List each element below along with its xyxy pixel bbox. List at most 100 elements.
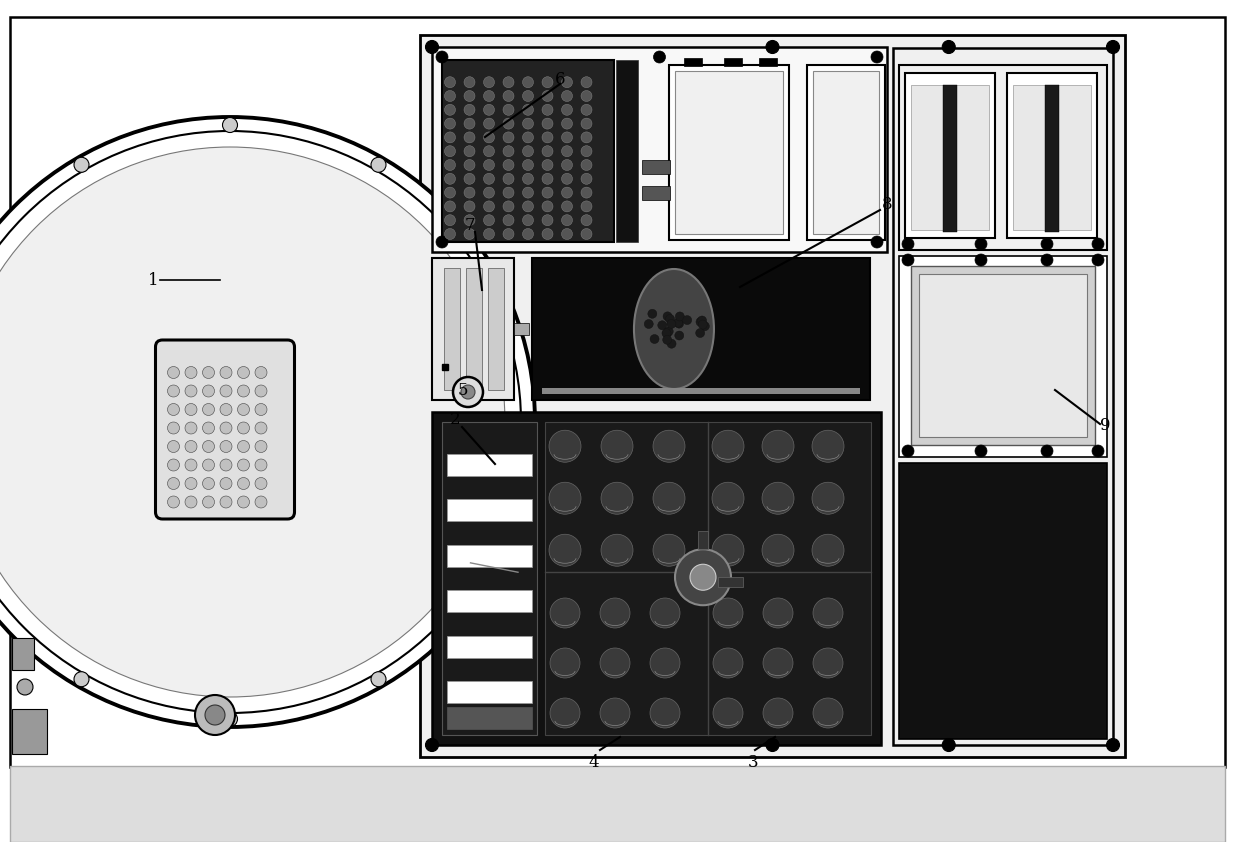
Circle shape <box>667 319 676 328</box>
Circle shape <box>653 51 666 63</box>
Circle shape <box>645 319 653 328</box>
Circle shape <box>202 496 215 508</box>
Bar <box>1013 85 1091 230</box>
Circle shape <box>503 187 515 198</box>
Circle shape <box>549 534 582 566</box>
Circle shape <box>444 90 455 102</box>
Circle shape <box>202 385 215 397</box>
Bar <box>441 60 614 242</box>
Circle shape <box>942 738 955 752</box>
Bar <box>432 47 887 252</box>
Bar <box>446 454 532 476</box>
Circle shape <box>12 720 37 744</box>
Circle shape <box>522 132 533 143</box>
Circle shape <box>696 317 706 327</box>
Circle shape <box>238 477 249 489</box>
Circle shape <box>582 159 591 170</box>
Circle shape <box>698 316 707 325</box>
Circle shape <box>562 228 573 239</box>
Circle shape <box>582 228 591 239</box>
Circle shape <box>503 118 515 129</box>
Circle shape <box>238 385 249 397</box>
Circle shape <box>562 159 573 170</box>
Circle shape <box>763 598 794 628</box>
Circle shape <box>464 201 475 212</box>
Circle shape <box>1042 254 1053 266</box>
Circle shape <box>480 266 495 281</box>
Circle shape <box>219 440 232 452</box>
Bar <box>515 323 529 335</box>
Circle shape <box>185 440 197 452</box>
Bar <box>466 268 482 390</box>
Circle shape <box>202 459 215 471</box>
Circle shape <box>698 320 707 329</box>
Circle shape <box>562 201 573 212</box>
Circle shape <box>464 146 475 157</box>
Circle shape <box>484 201 495 212</box>
Circle shape <box>663 312 672 321</box>
Circle shape <box>219 496 232 508</box>
Circle shape <box>582 104 591 115</box>
Bar <box>942 85 957 232</box>
Circle shape <box>683 316 692 324</box>
Circle shape <box>480 563 495 578</box>
Circle shape <box>582 132 591 143</box>
Circle shape <box>676 312 684 321</box>
Circle shape <box>503 132 515 143</box>
Circle shape <box>673 318 682 328</box>
Circle shape <box>0 117 534 727</box>
Bar <box>724 58 742 66</box>
Circle shape <box>185 459 197 471</box>
Bar <box>911 85 990 230</box>
Circle shape <box>503 228 515 239</box>
Circle shape <box>975 445 987 457</box>
Circle shape <box>74 672 89 687</box>
Circle shape <box>255 477 267 489</box>
Circle shape <box>503 90 515 102</box>
Bar <box>919 274 1087 437</box>
Circle shape <box>657 321 667 330</box>
Circle shape <box>444 104 455 115</box>
Circle shape <box>461 385 475 399</box>
Circle shape <box>238 366 249 379</box>
Bar <box>1045 85 1059 232</box>
Circle shape <box>255 366 267 379</box>
Circle shape <box>549 430 582 462</box>
Bar <box>10 766 1225 842</box>
Circle shape <box>667 339 676 349</box>
Circle shape <box>238 496 249 508</box>
Circle shape <box>444 118 455 129</box>
Circle shape <box>562 187 573 198</box>
Circle shape <box>74 157 89 173</box>
Circle shape <box>696 328 704 338</box>
Circle shape <box>464 104 475 115</box>
Circle shape <box>653 534 684 566</box>
Circle shape <box>675 549 732 605</box>
Circle shape <box>219 403 232 415</box>
Bar <box>10 17 1225 767</box>
Circle shape <box>464 118 475 129</box>
Circle shape <box>167 385 180 397</box>
Circle shape <box>901 445 914 457</box>
Circle shape <box>551 698 580 728</box>
Bar <box>807 65 885 240</box>
Circle shape <box>255 385 267 397</box>
Circle shape <box>1042 238 1053 250</box>
Circle shape <box>444 159 455 170</box>
Circle shape <box>601 534 632 566</box>
Circle shape <box>542 201 553 212</box>
Text: 2: 2 <box>450 411 460 428</box>
Circle shape <box>522 215 533 226</box>
Circle shape <box>542 90 553 102</box>
Circle shape <box>650 698 680 728</box>
Circle shape <box>464 132 475 143</box>
Circle shape <box>582 215 591 226</box>
Circle shape <box>484 118 495 129</box>
Circle shape <box>522 90 533 102</box>
Bar <box>718 578 743 587</box>
Circle shape <box>255 440 267 452</box>
Circle shape <box>185 385 197 397</box>
Circle shape <box>1106 40 1120 54</box>
Bar <box>684 58 702 66</box>
Circle shape <box>484 90 495 102</box>
